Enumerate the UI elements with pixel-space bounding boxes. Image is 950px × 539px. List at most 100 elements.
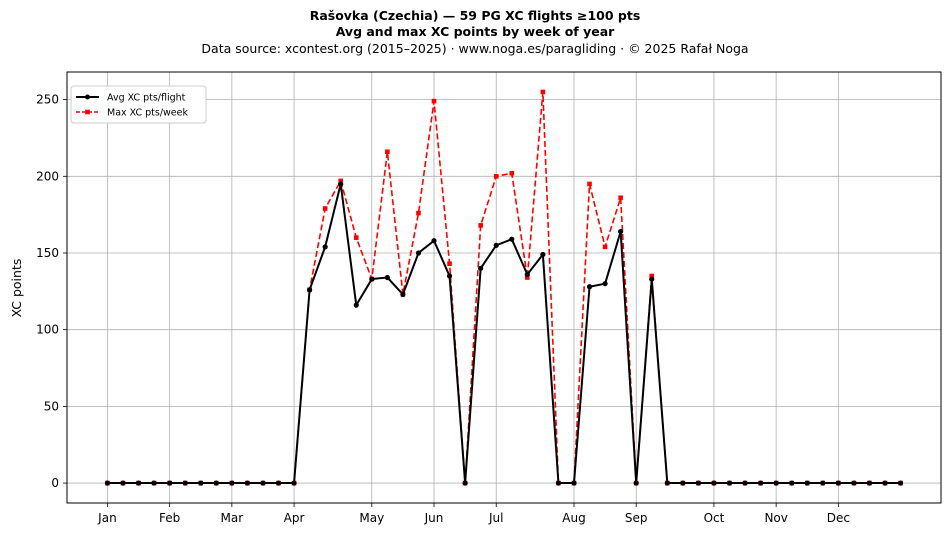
chart-title: Rašovka (Czechia) — 59 PG XC flights ≥10… (309, 8, 641, 23)
avg-series-line (107, 183, 901, 485)
avg-data-point (104, 480, 111, 486)
avg-data-point (135, 480, 142, 486)
avg-data-point (384, 274, 390, 281)
avg-data-point (291, 480, 297, 486)
avg-data-point (151, 480, 157, 486)
avg-data-point (897, 480, 904, 486)
avg-data-point (882, 480, 888, 486)
avg-data-point (820, 480, 826, 486)
avg-data-point (804, 480, 810, 486)
chart-subtitle: Avg and max XC points by week of year (335, 24, 615, 39)
legend-label: Max XC pts/week (107, 108, 188, 119)
avg-data-point (866, 480, 873, 486)
avg-data-point (711, 480, 717, 486)
avg-data-point (758, 480, 764, 486)
avg-data-point (260, 480, 266, 486)
avg-data-point (244, 480, 250, 486)
y-tick-label: 250 (36, 93, 59, 107)
y-tick-label: 0 (51, 476, 59, 490)
avg-data-point (851, 480, 857, 486)
max-data-point (478, 223, 483, 228)
avg-data-point (695, 480, 701, 486)
max-data-point (322, 206, 328, 211)
legend-marker (85, 109, 90, 115)
max-data-point (540, 89, 546, 95)
y-tick-label: 150 (36, 246, 59, 260)
title-block: Rašovka (Czechia) — 59 PG XC flights ≥10… (0, 8, 950, 57)
avg-data-point (369, 276, 375, 282)
max-data-point (385, 149, 390, 155)
max-data-point (447, 261, 452, 267)
avg-data-point (509, 236, 515, 242)
legend-label: Avg XC pts/flight (107, 93, 186, 104)
y-tick-label: 200 (36, 169, 59, 183)
max-data-point (338, 178, 344, 184)
legend: Avg XC pts/flight Max XC pts/week (70, 85, 207, 124)
avg-data-point (182, 480, 188, 486)
max-data-point (618, 195, 623, 201)
avg-data-point (664, 480, 670, 486)
avg-data-point (602, 281, 608, 287)
x-tick-label: Apr (284, 511, 305, 525)
avg-data-point (120, 480, 126, 486)
avg-data-point (726, 480, 733, 486)
avg-data-point (446, 273, 453, 279)
avg-data-point (400, 291, 406, 298)
avg-data-point (680, 480, 686, 486)
avg-data-point (322, 244, 328, 250)
x-tick-label: Dec (827, 511, 850, 525)
avg-data-point (415, 250, 422, 256)
avg-data-point (462, 480, 468, 486)
avg-data-point (742, 480, 748, 486)
legend-box (70, 85, 207, 124)
max-data-point (587, 181, 592, 187)
max-series-line (107, 91, 901, 484)
x-tick-label: Nov (764, 511, 787, 525)
avg-data-point (555, 480, 562, 486)
x-tick-label: May (359, 511, 384, 525)
max-data-point (602, 244, 608, 250)
y-axis-label: XC points (9, 259, 24, 318)
max-data-point (353, 235, 359, 240)
avg-data-point (540, 251, 546, 258)
avg-data-point (229, 480, 235, 486)
avg-data-point (275, 480, 282, 486)
avg-data-point (649, 276, 655, 282)
series-group (104, 89, 904, 486)
y-tick-label: 100 (36, 323, 59, 337)
x-tick-label: Jul (488, 511, 503, 525)
legend-marker (85, 94, 90, 100)
max-data-point (649, 273, 655, 279)
avg-data-point (493, 242, 499, 248)
x-tick-label: Oct (704, 511, 725, 525)
x-tick-label: Jan (97, 511, 117, 525)
max-data-point (431, 98, 437, 104)
y-tick-label: 50 (44, 399, 59, 413)
avg-data-point (586, 284, 593, 290)
avg-data-point (353, 302, 359, 308)
avg-data-point (773, 480, 779, 486)
avg-data-point (524, 271, 530, 278)
max-data-point (509, 170, 515, 176)
axis-ticks: Jan Feb Mar Apr May Jun Jul Aug Sep Oct Nov Dec 0 50 1… (36, 93, 850, 525)
source-note: Data source: xcontest.org (2015–2025) · … (201, 41, 749, 56)
avg-data-point (198, 480, 204, 486)
avg-data-point (478, 265, 484, 271)
max-data-point (416, 210, 421, 216)
avg-data-point (618, 228, 624, 235)
avg-data-point (307, 287, 313, 293)
avg-data-point (431, 238, 437, 244)
plot-frame (66, 71, 942, 504)
avg-data-point (167, 480, 173, 486)
x-tick-label: Aug (562, 511, 585, 525)
max-data-point (525, 275, 530, 280)
avg-data-point (633, 480, 639, 486)
x-tick-label: Jun (424, 511, 444, 525)
avg-data-point (213, 480, 219, 486)
grid-lines (67, 72, 941, 503)
max-data-point (493, 173, 499, 179)
x-tick-label: Mar (221, 511, 244, 525)
avg-data-point (789, 480, 795, 486)
avg-data-point (338, 181, 344, 187)
